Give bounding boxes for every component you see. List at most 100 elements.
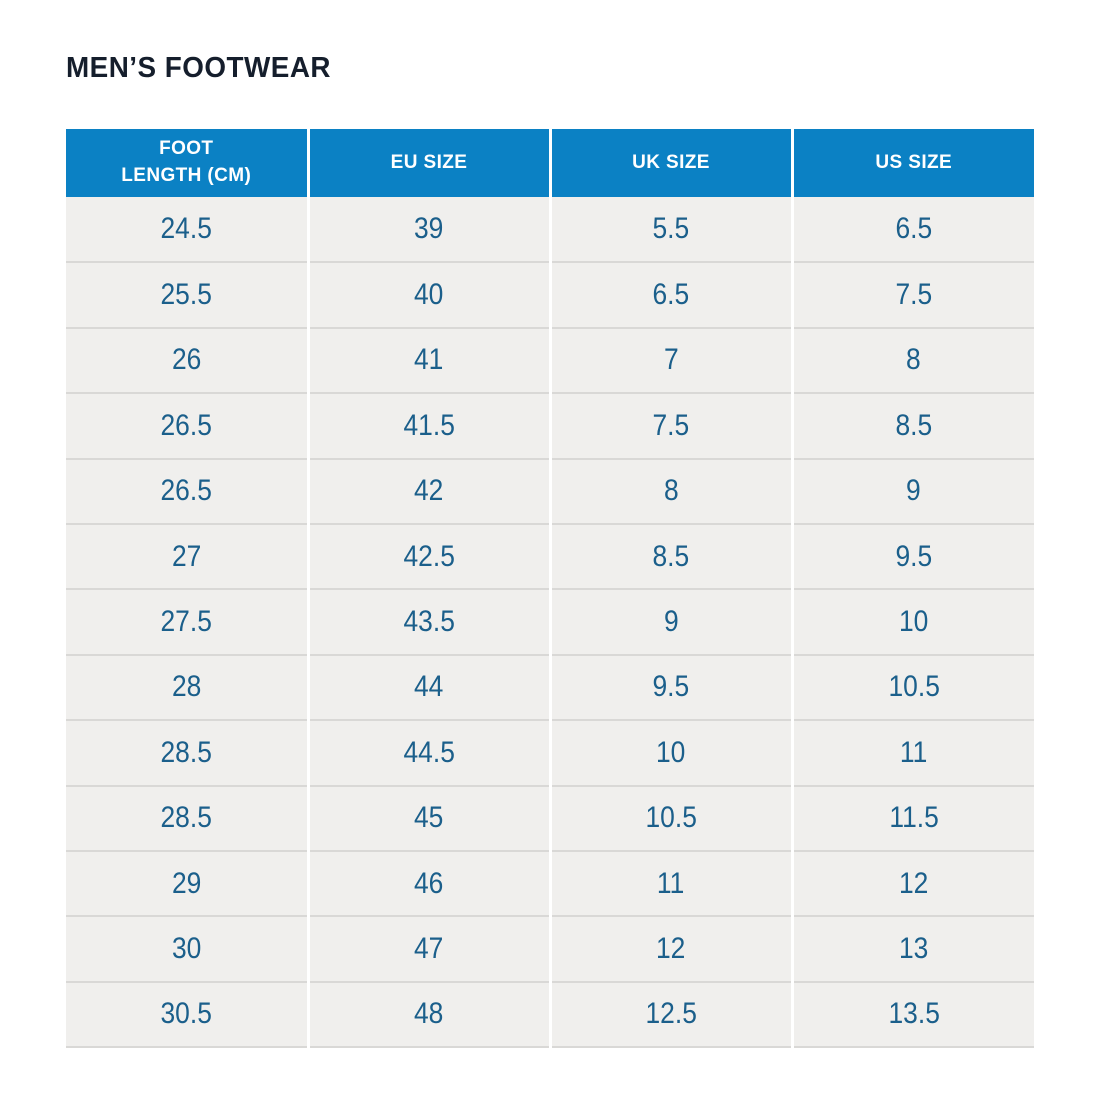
table-cell: 7 xyxy=(548,326,792,394)
cell-value: 11 xyxy=(900,735,928,769)
table-cell: 30 xyxy=(66,915,308,982)
column-header: FOOT LENGTH (CM) xyxy=(66,129,308,197)
table-cell: 39 xyxy=(306,197,550,263)
cell-value: 13 xyxy=(899,931,929,965)
cell-value: 13.5 xyxy=(888,997,940,1031)
table-cell: 13.5 xyxy=(790,980,1034,1049)
cell-value: 8 xyxy=(906,343,922,377)
cell-value: 8 xyxy=(663,474,679,508)
cell-value: 43.5 xyxy=(403,605,455,639)
table-cell: 41 xyxy=(306,326,550,394)
cell-value: 40 xyxy=(414,278,444,312)
table-row: 26.5 41.5 7.5 8.5 xyxy=(66,392,1034,459)
cell-value: 26 xyxy=(171,343,201,377)
page-title: MEN’S FOOTWEAR xyxy=(66,52,332,84)
cell-value: 41.5 xyxy=(403,408,455,442)
cell-value: 11.5 xyxy=(889,801,939,835)
table-cell: 8.5 xyxy=(790,392,1034,459)
cell-value: 9.5 xyxy=(652,670,690,704)
cell-value: 9 xyxy=(906,474,922,508)
table-cell: 9 xyxy=(790,457,1034,524)
cell-value: 8.5 xyxy=(652,539,690,573)
cell-value: 42.5 xyxy=(403,539,455,573)
table-cell: 40 xyxy=(306,261,550,328)
table-cell: 11 xyxy=(790,719,1034,786)
cell-value: 24.5 xyxy=(160,212,212,246)
cell-value: 45 xyxy=(414,801,444,835)
table-cell: 6.5 xyxy=(548,261,792,328)
column-header: EU SIZE xyxy=(306,129,550,197)
cell-value: 7 xyxy=(663,343,679,377)
table-cell: 12 xyxy=(790,849,1034,917)
cell-value: 27.5 xyxy=(160,605,212,639)
table-cell: 7.5 xyxy=(548,392,792,459)
cell-value: 5.5 xyxy=(652,212,690,246)
cell-value: 6.5 xyxy=(895,212,933,246)
table-cell: 28 xyxy=(66,653,308,721)
table-cell: 7.5 xyxy=(790,261,1034,328)
table-row: 27.5 43.5 9 10 xyxy=(66,588,1034,655)
table-cell: 26.5 xyxy=(66,392,308,459)
table-cell: 12 xyxy=(548,915,792,982)
table-cell: 10.5 xyxy=(790,653,1034,721)
cell-value: 41 xyxy=(414,343,444,377)
column-header: US SIZE xyxy=(790,129,1034,197)
cell-value: 44.5 xyxy=(403,735,455,769)
cell-value: 10 xyxy=(899,605,929,639)
cell-value: 42 xyxy=(414,474,444,508)
column-header: UK SIZE xyxy=(548,129,792,197)
cell-value: 29 xyxy=(171,866,201,900)
cell-value: 8.5 xyxy=(895,408,933,442)
cell-value: 46 xyxy=(414,866,444,900)
cell-value: 10.5 xyxy=(645,801,697,835)
table-row: 29 46 11 12 xyxy=(66,849,1034,917)
table-cell: 28.5 xyxy=(66,784,308,851)
table-cell: 13 xyxy=(790,915,1034,982)
table-cell: 27 xyxy=(66,522,308,590)
cell-value: 11 xyxy=(657,866,685,900)
table-cell: 9.5 xyxy=(548,653,792,721)
table-cell: 8.5 xyxy=(548,522,792,590)
table-cell: 43.5 xyxy=(306,588,550,655)
table-row: 24.5 39 5.5 6.5 xyxy=(66,197,1034,263)
cell-value: 26.5 xyxy=(160,474,212,508)
cell-value: 48 xyxy=(414,997,444,1031)
table-row: 28.5 45 10.5 11.5 xyxy=(66,784,1034,851)
table-cell: 25.5 xyxy=(66,261,308,328)
table-cell: 8 xyxy=(548,457,792,524)
table-cell: 41.5 xyxy=(306,392,550,459)
cell-value: 47 xyxy=(414,931,444,965)
table-cell: 10 xyxy=(548,719,792,786)
cell-value: 27 xyxy=(171,539,201,573)
size-table: FOOT LENGTH (CM) EU SIZE UK SIZE US SIZE 24… xyxy=(66,129,1034,1049)
table-row: 26.5 42 8 9 xyxy=(66,457,1034,524)
cell-value: 44 xyxy=(414,670,444,704)
cell-value: 28.5 xyxy=(160,801,212,835)
cell-value: 12.5 xyxy=(645,997,697,1031)
cell-value: 7.5 xyxy=(652,408,690,442)
table-row: 27 42.5 8.5 9.5 xyxy=(66,522,1034,590)
cell-value: 12 xyxy=(899,866,929,900)
size-table-body: 24.5 39 5.5 6.5 25.5 40 6.5 7.5 26 41 7 8 26.5 41.5 7.… xyxy=(66,197,1034,1049)
size-table-header-row: FOOT LENGTH (CM) EU SIZE UK SIZE US SIZE xyxy=(66,129,1034,197)
size-table-head: FOOT LENGTH (CM) EU SIZE UK SIZE US SIZE xyxy=(66,129,1034,197)
table-cell: 28.5 xyxy=(66,719,308,786)
table-cell: 46 xyxy=(306,849,550,917)
table-cell: 9.5 xyxy=(790,522,1034,590)
cell-value: 30.5 xyxy=(160,997,212,1031)
table-cell: 48 xyxy=(306,980,550,1049)
table-cell: 27.5 xyxy=(66,588,308,655)
table-cell: 5.5 xyxy=(548,197,792,263)
table-cell: 45 xyxy=(306,784,550,851)
table-cell: 30.5 xyxy=(66,980,308,1049)
cell-value: 9 xyxy=(663,605,679,639)
table-cell: 26.5 xyxy=(66,457,308,524)
cell-value: 7.5 xyxy=(895,278,933,312)
cell-value: 10.5 xyxy=(888,670,940,704)
cell-value: 26.5 xyxy=(160,408,212,442)
table-cell: 44.5 xyxy=(306,719,550,786)
table-cell: 29 xyxy=(66,849,308,917)
table-cell: 10.5 xyxy=(548,784,792,851)
table-cell: 9 xyxy=(548,588,792,655)
